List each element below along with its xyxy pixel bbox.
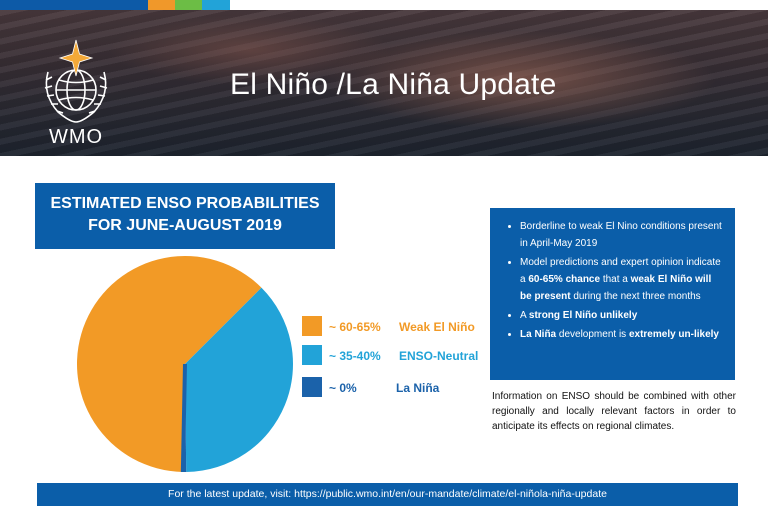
key-message-item: Model predictions and expert opinion ind… (520, 254, 723, 305)
key-messages-list: Borderline to weak El Nino conditions pr… (504, 218, 723, 343)
key-message-item: Borderline to weak El Nino conditions pr… (520, 218, 723, 252)
strip-green (175, 0, 202, 10)
legend-swatch (302, 316, 322, 336)
key-message-emphasis: strong El Niño unlikely (528, 310, 638, 321)
strip-blue (0, 0, 148, 10)
top-color-strip (0, 0, 768, 10)
key-message-text: development is (556, 329, 629, 340)
page-title: El Niño /La Niña Update (230, 68, 557, 101)
chart-title: ESTIMATED ENSO PROBABILITIES (50, 195, 320, 212)
key-message-text: during the next three months (570, 291, 701, 302)
wmo-emblem-icon (44, 39, 108, 123)
strip-cyan (202, 0, 230, 10)
legend-value-label: ~ 60-65% (329, 320, 381, 334)
footer-bar: For the latest update, visit: https://pu… (37, 483, 738, 506)
strip-orange (148, 0, 175, 10)
key-message-item: La Niña development is extremely un-like… (520, 326, 723, 343)
key-messages-box: Borderline to weak El Nino conditions pr… (490, 208, 735, 380)
key-message-emphasis: La Niña (520, 329, 557, 340)
legend-swatch (302, 345, 322, 365)
legend-swatch (302, 377, 322, 397)
key-message-emphasis: extremely un-likely (628, 329, 719, 340)
chart-title-box: ESTIMATED ENSO PROBABILITIES FOR JUNE-AU… (35, 183, 335, 249)
info-note: Information on ENSO should be combined w… (492, 391, 736, 432)
legend-category-label: La Niña (396, 381, 440, 395)
key-message-emphasis: weak El Niño will be present (520, 274, 712, 302)
key-message-text: Model predictions and expert opinion ind… (520, 257, 721, 285)
pie-slice-la-nina-edge (180, 363, 187, 473)
legend-value-label: ~ 0% (329, 381, 357, 395)
key-message-text: Borderline to weak El Nino conditions pr… (520, 221, 722, 249)
key-message-text: that a (600, 274, 631, 285)
key-message-item: A strong El Niño unlikely (520, 307, 723, 324)
wmo-logo: WMO (30, 32, 122, 152)
key-message-emphasis: 60-65% chance (528, 274, 601, 285)
legend-category-label: Weak El Niño (399, 320, 475, 334)
footer-link-text[interactable]: For the latest update, visit: https://pu… (168, 488, 607, 500)
legend-category-label: ENSO-Neutral (399, 349, 478, 363)
probability-pie-chart: ~ 60-65% Weak El Niño ~ 35-40% ENSO-Neutral… (76, 255, 478, 473)
header-banner: WMO El Niño /La Niña Update (0, 10, 768, 156)
pie-slice-weak-el-nino (76, 255, 262, 472)
legend-value-label: ~ 35-40% (329, 349, 381, 363)
pie-slice-enso-neutral (185, 287, 293, 472)
wmo-logo-text: WMO (48, 126, 104, 148)
chart-subtitle: FOR JUNE-AUGUST 2019 (88, 217, 282, 234)
strip-white (230, 0, 768, 10)
key-message-text: A (520, 310, 529, 321)
